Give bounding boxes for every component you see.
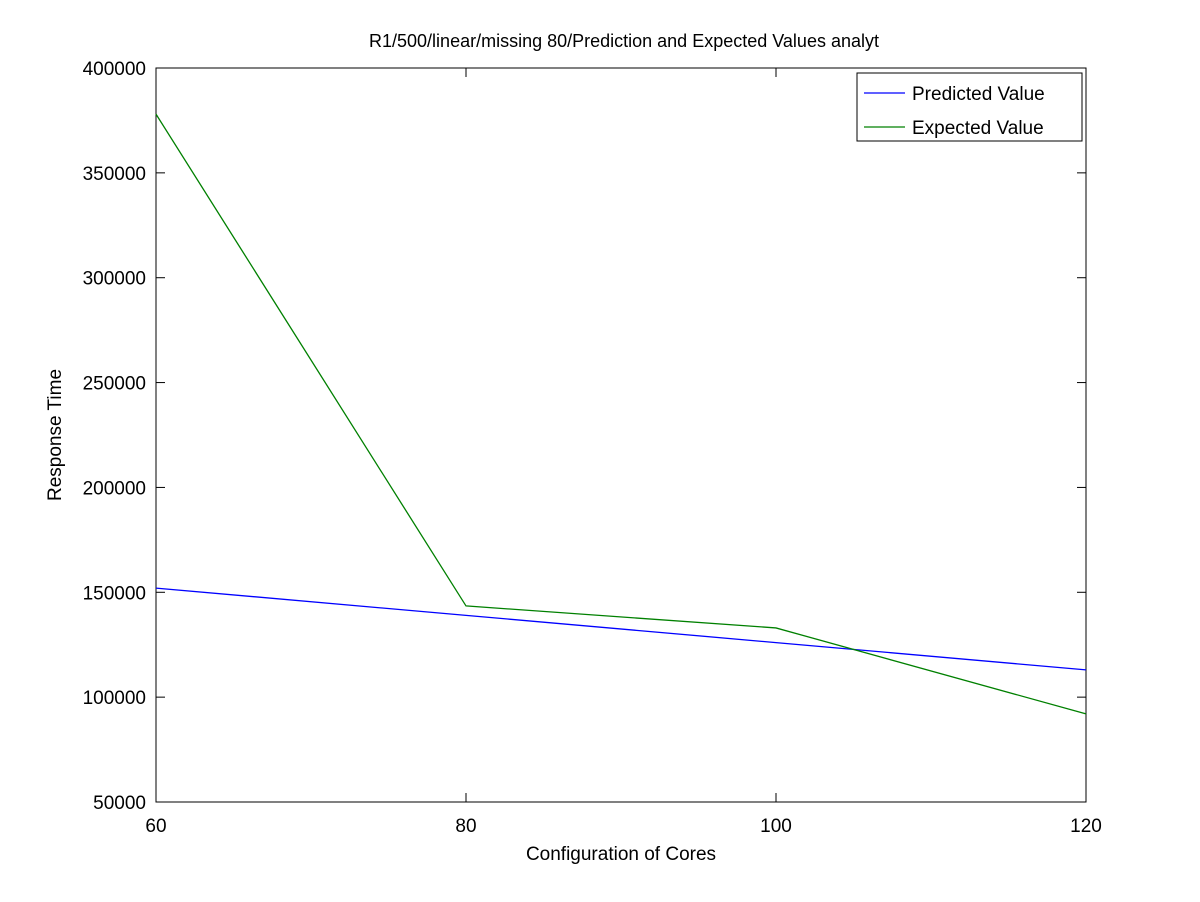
- legend-entry-label: Expected Value: [912, 118, 1044, 139]
- x-tick-label: 80: [455, 816, 476, 837]
- y-tick-label: 50000: [93, 793, 146, 814]
- legend-entry-label: Predicted Value: [912, 84, 1045, 105]
- series-line-expected-value: [155, 113, 1087, 715]
- y-tick-label: 400000: [83, 59, 146, 80]
- series-line-predicted-value: [155, 587, 1087, 671]
- x-tick-label: 120: [1070, 816, 1102, 837]
- y-tick-label: 200000: [83, 478, 146, 499]
- y-tick-label: 300000: [83, 269, 146, 290]
- y-tick-label: 100000: [83, 688, 146, 709]
- legend-box: [856, 72, 1083, 142]
- y-axis-label: Response Time: [45, 369, 66, 501]
- y-tick-label: 150000: [83, 583, 146, 604]
- x-axis-label: Configuration of Cores: [526, 844, 716, 865]
- plot-area: [155, 67, 1087, 803]
- x-tick-label: 60: [145, 816, 166, 837]
- x-tick-label: 100: [760, 816, 792, 837]
- legend: Predicted Value Expected Value: [856, 72, 1083, 142]
- y-tick-label: 350000: [83, 164, 146, 185]
- chart-title: R1/500/linear/missing 80/Prediction and …: [369, 31, 879, 51]
- y-tick-label: 250000: [83, 374, 146, 395]
